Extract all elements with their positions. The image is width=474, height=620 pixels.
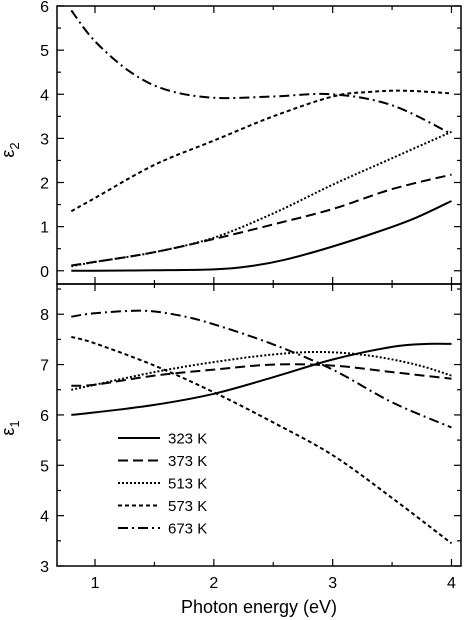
top-ytick-label: 4 xyxy=(40,87,49,104)
bottom-panel-ticks: 3 4 5 6 7 8 1 2 3 4 xyxy=(40,284,461,592)
bottom-series-573-k xyxy=(71,335,453,545)
xtick-label: 3 xyxy=(328,575,337,592)
bottom-ytick-label: 7 xyxy=(40,358,49,375)
top-ytick-label: 3 xyxy=(40,131,49,148)
top-panel-series xyxy=(70,9,452,272)
top-panel-frame xyxy=(56,5,462,285)
top-ytick-label: 6 xyxy=(40,0,49,16)
top-ytick-label: 2 xyxy=(40,176,49,193)
top-ytick-label: 5 xyxy=(40,43,49,60)
top-series-573-k xyxy=(70,89,452,213)
bottom-panel-series xyxy=(71,309,453,545)
bottom-ytick-label: 6 xyxy=(40,408,49,425)
top-panel-ticks: 0 1 2 3 4 5 6 xyxy=(40,0,461,284)
xtick-label: 2 xyxy=(209,575,218,592)
bottom-ytick-label: 4 xyxy=(40,509,49,526)
legend-label: 373 K xyxy=(168,453,207,470)
top-ytick-label: 0 xyxy=(40,264,49,281)
bottom-ytick-label: 8 xyxy=(40,307,49,324)
top-series-673-k xyxy=(70,9,452,135)
legend-label: 673 K xyxy=(168,521,207,538)
top-ylabel: ε2 xyxy=(0,142,22,157)
legend-label: 513 K xyxy=(168,476,207,493)
x-axis-label: Photon energy (eV) xyxy=(181,597,337,617)
top-ytick-label: 1 xyxy=(40,220,49,237)
bottom-series-323-k xyxy=(71,342,452,416)
xtick-label: 4 xyxy=(447,575,456,592)
bottom-series-673-k xyxy=(71,309,452,429)
legend: 323 K 373 K 513 K 573 K 673 K xyxy=(118,431,207,538)
bottom-ytick-label: 5 xyxy=(40,458,49,475)
bottom-series-373-k xyxy=(71,363,452,387)
top-series-513-k xyxy=(71,130,452,268)
top-series-323-k xyxy=(71,200,452,272)
top-series-373-k xyxy=(71,173,452,267)
bottom-panel-frame xyxy=(56,283,462,567)
bottom-series-513-k xyxy=(71,350,452,391)
bottom-ylabel: ε1 xyxy=(0,420,22,435)
xtick-label: 1 xyxy=(91,575,100,592)
legend-label: 573 K xyxy=(168,498,207,515)
legend-label: 323 K xyxy=(168,431,207,448)
bottom-ytick-label: 3 xyxy=(40,559,49,576)
